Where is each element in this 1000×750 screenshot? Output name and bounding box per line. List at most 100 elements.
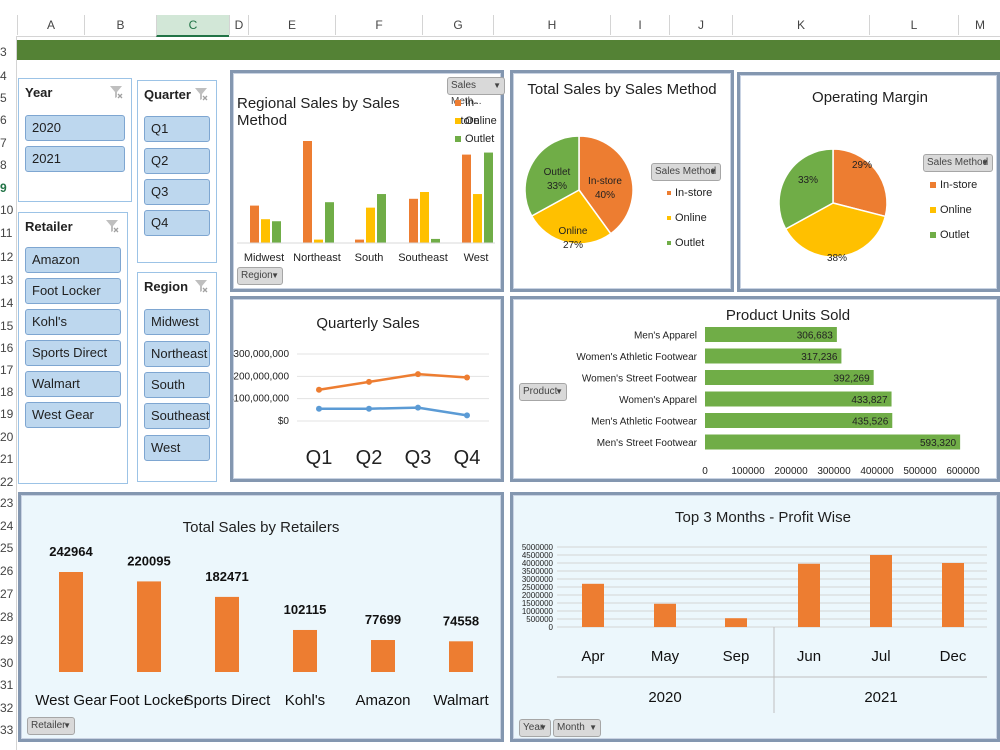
- row-header-13[interactable]: 13: [0, 273, 14, 287]
- retailer-slicer-item-kohls[interactable]: Kohl's: [25, 309, 121, 335]
- row-header-22[interactable]: 22: [0, 475, 14, 489]
- region-filter-button[interactable]: Region ▼: [237, 267, 283, 285]
- row-header-30[interactable]: 30: [0, 656, 14, 670]
- region-slicer-item-south[interactable]: South: [144, 372, 210, 398]
- month-filter-button[interactable]: Month ▼: [553, 719, 601, 737]
- year-filter-button[interactable]: Year ▼: [519, 719, 551, 737]
- legend-online: Online: [675, 212, 707, 224]
- bar-value-label: 433,827: [851, 395, 888, 406]
- top-months-chart[interactable]: Top 3 Months - Profit Wise 5000000 450000…: [510, 492, 1000, 742]
- row-header-9[interactable]: 9: [0, 181, 7, 195]
- y-tick-label: 500000: [526, 615, 553, 624]
- clear-filter-icon[interactable]: [105, 219, 119, 233]
- column-header-c[interactable]: C: [156, 15, 229, 37]
- retailer-slicer: Retailer Amazon Foot Locker Kohl's Sport…: [18, 212, 128, 484]
- clear-filter-icon[interactable]: [194, 279, 208, 293]
- legend-swatch: [667, 241, 671, 246]
- column-header-m[interactable]: M: [958, 15, 1000, 35]
- column-header-i[interactable]: I: [610, 15, 669, 35]
- column-header-f[interactable]: F: [335, 15, 422, 35]
- legend-in-store: In-store: [455, 97, 480, 127]
- line-point: [464, 412, 470, 419]
- row-header-31[interactable]: 31: [0, 678, 14, 692]
- column-header-h[interactable]: H: [493, 15, 610, 35]
- column-header-j[interactable]: J: [669, 15, 732, 35]
- retailer-slicer-item-amazon[interactable]: Amazon: [25, 247, 121, 273]
- retailer-slicer-item-sports-direct[interactable]: Sports Direct: [25, 340, 121, 366]
- category-label: Northeast: [293, 252, 341, 264]
- column-header-g[interactable]: G: [422, 15, 493, 35]
- sales-method-filter-button[interactable]: Sales Meth... ▼: [447, 77, 505, 107]
- category-label: West: [464, 252, 489, 264]
- row-header-20[interactable]: 20: [0, 430, 14, 444]
- row-header-23[interactable]: 23: [0, 496, 14, 510]
- row-header-24[interactable]: 24: [0, 519, 14, 533]
- slice-percent-label: 33%: [798, 175, 818, 186]
- row-header-19[interactable]: 19: [0, 407, 14, 421]
- y-tick-label: 4000000: [522, 559, 554, 568]
- row-header-21[interactable]: 21: [0, 452, 14, 466]
- column-header-l[interactable]: L: [869, 15, 958, 35]
- bar-month: [798, 563, 820, 627]
- clear-filter-icon[interactable]: [109, 85, 123, 99]
- row-header-3[interactable]: 3: [0, 45, 7, 59]
- region-slicer-item-midwest[interactable]: Midwest: [144, 309, 210, 335]
- product-units-chart[interactable]: Product Units Sold Men's Apparel 306,683 W…: [510, 296, 1000, 482]
- regional-sales-chart[interactable]: Regional Sales by Sales Method Sales Met…: [230, 70, 505, 292]
- retailer-sales-chart[interactable]: Total Sales by Retailers 242964 West Gear…: [18, 492, 504, 742]
- y-tick-label: 2000000: [522, 591, 554, 600]
- quarterly-sales-chart[interactable]: Quarterly Sales $300,000,000 $200,000,000…: [230, 296, 504, 482]
- region-slicer-item-northeast[interactable]: Northeast: [144, 341, 210, 367]
- quarter-slicer-item-q1[interactable]: Q1: [144, 116, 210, 142]
- column-header-e[interactable]: E: [248, 15, 335, 35]
- retailer-slicer-item-west-gear[interactable]: West Gear: [25, 402, 121, 428]
- row-header-14[interactable]: 14: [0, 296, 14, 310]
- retailer-filter-button[interactable]: Retailer ▼: [27, 717, 75, 735]
- row-header-4[interactable]: 4: [0, 69, 7, 83]
- row-header-25[interactable]: 25: [0, 541, 14, 555]
- sales-method-filter-button[interactable]: Sales Method ▼: [923, 154, 993, 172]
- row-header-29[interactable]: 29: [0, 633, 14, 647]
- operating-margin-chart[interactable]: Operating Margin 29% 38% 33% Sales Method ▼…: [737, 72, 1000, 292]
- quarter-slicer-item-q2[interactable]: Q2: [144, 148, 210, 174]
- sales-method-filter-button[interactable]: Sales Method ▼: [651, 163, 721, 181]
- row-header-10[interactable]: 10: [0, 203, 14, 217]
- product-filter-button[interactable]: Product ▼: [519, 383, 567, 401]
- region-slicer-item-west[interactable]: West: [144, 435, 210, 461]
- bar-value-label: 242964: [49, 544, 93, 559]
- row-header-12[interactable]: 12: [0, 250, 14, 264]
- line-point: [464, 374, 470, 381]
- category-label: Men's Athletic Footwear: [591, 417, 698, 428]
- row-header-11[interactable]: 11: [0, 226, 13, 240]
- row-header-5[interactable]: 5: [0, 91, 7, 105]
- year-slicer-item-2020[interactable]: 2020: [25, 115, 125, 141]
- bar-product: [705, 413, 893, 428]
- region-slicer-item-southeast[interactable]: Southeast: [144, 403, 210, 429]
- retailer-slicer-item-walmart[interactable]: Walmart: [25, 371, 121, 397]
- row-header-15[interactable]: 15: [0, 319, 14, 333]
- row-header-33[interactable]: 33: [0, 723, 14, 737]
- year-slicer-item-2021[interactable]: 2021: [25, 146, 125, 172]
- row-header-16[interactable]: 16: [0, 341, 14, 355]
- pie-slice-online: [530, 189, 612, 245]
- row-header-8[interactable]: 8: [0, 158, 7, 172]
- clear-filter-icon[interactable]: [194, 87, 208, 101]
- row-header-7[interactable]: 7: [0, 136, 7, 150]
- category-label: Sep: [723, 648, 750, 665]
- bar-in-store-west: [462, 154, 471, 243]
- quarter-slicer-item-q3[interactable]: Q3: [144, 179, 210, 205]
- column-header-k[interactable]: K: [732, 15, 869, 35]
- row-header-17[interactable]: 17: [0, 363, 14, 377]
- retailer-slicer-item-foot-locker[interactable]: Foot Locker: [25, 278, 121, 304]
- row-header-27[interactable]: 27: [0, 587, 14, 601]
- column-header-a[interactable]: A: [17, 15, 84, 35]
- row-header-28[interactable]: 28: [0, 610, 14, 624]
- row-header-6[interactable]: 6: [0, 113, 7, 127]
- row-header-18[interactable]: 18: [0, 385, 14, 399]
- quarter-slicer-item-q4[interactable]: Q4: [144, 210, 210, 236]
- row-header-32[interactable]: 32: [0, 701, 14, 715]
- row-header-26[interactable]: 26: [0, 564, 14, 578]
- total-sales-method-chart[interactable]: Total Sales by Sales Method In-store 40% O…: [510, 70, 734, 292]
- column-header-b[interactable]: B: [84, 15, 156, 35]
- column-header-d[interactable]: D: [229, 15, 248, 35]
